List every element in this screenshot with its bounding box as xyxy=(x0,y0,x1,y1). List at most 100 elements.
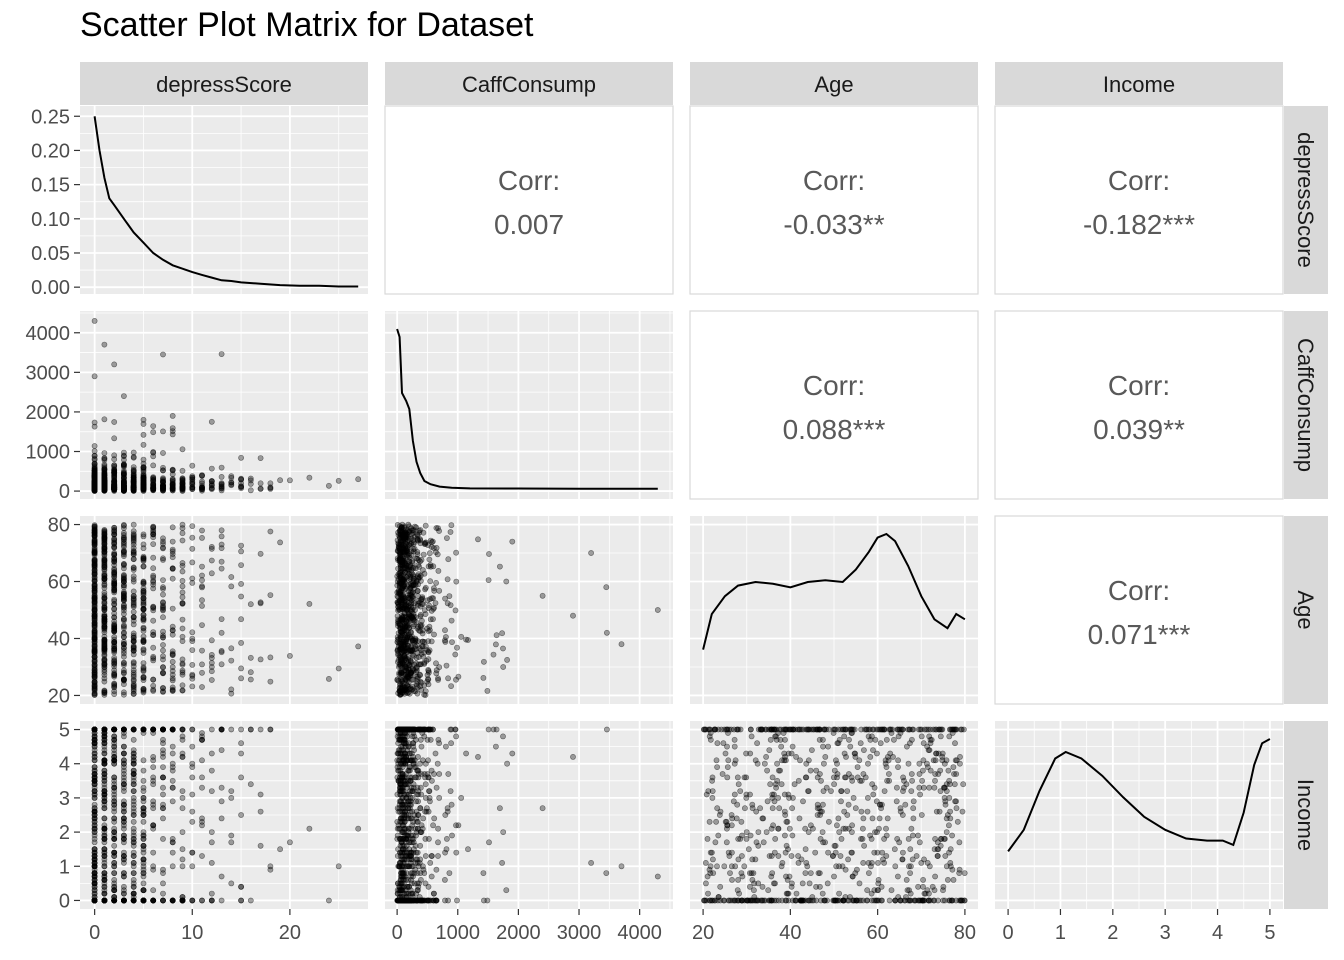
scatter-point xyxy=(238,616,244,623)
scatter-point xyxy=(169,686,176,693)
scatter-point xyxy=(735,781,742,788)
scatter-point xyxy=(179,638,186,644)
scatter-point xyxy=(169,431,176,438)
scatter-point xyxy=(111,477,118,484)
scatter-point xyxy=(111,634,118,640)
scatter-point xyxy=(228,657,235,664)
scatter-point xyxy=(111,788,118,794)
scatter-point xyxy=(208,726,215,733)
scatter-point xyxy=(91,525,98,532)
scatter-point xyxy=(408,535,415,542)
corr-label: Corr: xyxy=(498,165,560,196)
scatter-point xyxy=(267,592,274,598)
scatter-point xyxy=(189,638,196,644)
scatter-point xyxy=(101,873,108,880)
scatter-point xyxy=(140,647,147,654)
scatter-point xyxy=(500,664,507,670)
scatter-point xyxy=(415,798,421,805)
scatter-point xyxy=(150,726,157,733)
scatter-point xyxy=(410,726,417,733)
scatter-point xyxy=(199,597,205,604)
scatter-point xyxy=(398,870,405,876)
scatter-point xyxy=(179,660,186,667)
scatter-point xyxy=(130,736,137,743)
scatter-point xyxy=(189,559,196,566)
scatter-point xyxy=(130,726,137,733)
scatter-point xyxy=(228,583,235,590)
scatter-point xyxy=(267,726,274,733)
scatter-point xyxy=(431,815,438,822)
scatter-point xyxy=(306,474,313,481)
scatter-point xyxy=(121,542,127,549)
scatter-point xyxy=(111,825,118,832)
scatter-point xyxy=(140,563,147,570)
scatter-point xyxy=(238,593,244,600)
scatter-point xyxy=(208,486,215,493)
scatter-point xyxy=(111,805,118,812)
scatter-point xyxy=(409,897,416,904)
scatter-point xyxy=(199,563,205,570)
scatter-point xyxy=(406,558,412,565)
scatter-point xyxy=(417,856,424,863)
scatter-point xyxy=(91,540,98,546)
scatter-point xyxy=(267,866,274,873)
scatter-point xyxy=(426,726,433,733)
scatter-point xyxy=(121,764,127,770)
scatter-point xyxy=(150,631,157,638)
scatter-point xyxy=(618,863,625,870)
scatter-point xyxy=(763,754,769,760)
scatter-point xyxy=(480,675,487,681)
scatter-point xyxy=(160,880,166,887)
scatter-point xyxy=(500,733,506,740)
scatter-point xyxy=(91,788,98,794)
scatter-point xyxy=(419,757,426,764)
scatter-point xyxy=(130,578,137,585)
scatter-point xyxy=(418,771,425,777)
scatter-point xyxy=(111,419,118,425)
scatter-point xyxy=(401,645,408,651)
scatter-point xyxy=(199,818,205,825)
scatter-point xyxy=(121,798,127,805)
scatter-point xyxy=(160,544,166,551)
scatter-point xyxy=(886,897,893,904)
scatter-point xyxy=(91,550,98,557)
scatter-point xyxy=(402,533,409,540)
scatter-point xyxy=(121,645,127,651)
scatter-point xyxy=(218,897,225,904)
scatter-point xyxy=(199,603,205,609)
scatter-point xyxy=(160,450,166,456)
scatter-point xyxy=(588,860,594,866)
scatter-point xyxy=(130,601,137,607)
grid-0-0 xyxy=(80,106,368,294)
scatter-point xyxy=(228,574,235,580)
scatter-point xyxy=(394,647,401,654)
scatter-point xyxy=(425,563,432,570)
scatter-point xyxy=(455,822,462,829)
scatter-point xyxy=(130,771,137,777)
scatter-point xyxy=(130,897,137,904)
scatter-point xyxy=(91,479,98,485)
scatter-point xyxy=(415,537,422,544)
scatter-point xyxy=(238,726,244,733)
scatter-point xyxy=(492,641,499,648)
scatter-point xyxy=(101,883,108,890)
scatter-point xyxy=(407,629,414,636)
scatter-point xyxy=(101,678,108,685)
scatter-point xyxy=(121,873,127,880)
scatter-point xyxy=(91,620,98,626)
scatter-point xyxy=(218,784,225,791)
scatter-point xyxy=(111,877,118,883)
scatter-point xyxy=(920,877,926,883)
scatter-point xyxy=(423,657,430,664)
scatter-point xyxy=(169,767,176,774)
scatter-point xyxy=(493,632,500,639)
chart-title: Scatter Plot Matrix for Dataset xyxy=(80,6,534,44)
scatter-point xyxy=(403,897,410,904)
scatter-point xyxy=(428,853,435,859)
scatter-point xyxy=(130,757,137,764)
scatter-point xyxy=(838,798,844,805)
scatter-point xyxy=(841,733,848,740)
scatter-point xyxy=(809,747,815,753)
scatter-point xyxy=(427,578,434,585)
scatter-point xyxy=(419,594,426,600)
